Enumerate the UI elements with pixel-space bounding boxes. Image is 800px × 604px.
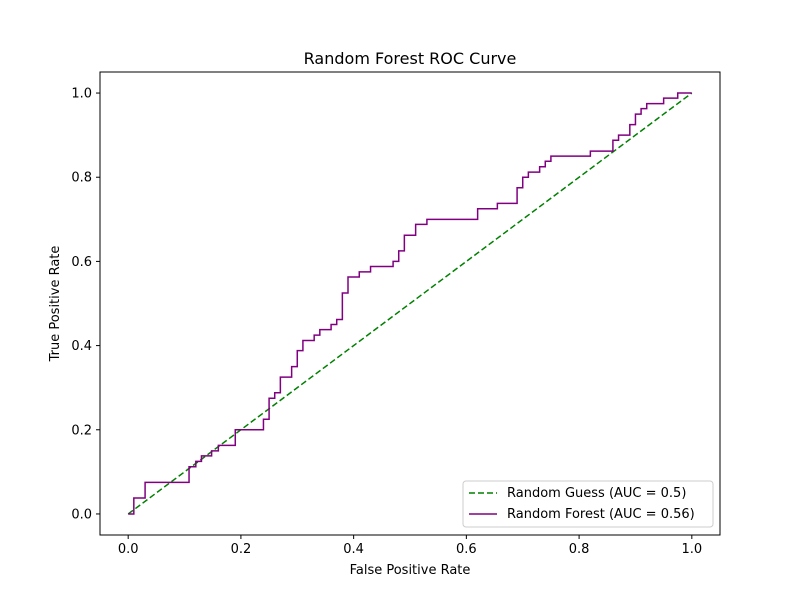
x-tick-label: 0.2 (231, 542, 252, 557)
legend-label-random-forest: Random Forest (AUC = 0.56) (507, 507, 695, 522)
series-line-random-guess (127, 92, 693, 515)
x-tick-label: 1.0 (681, 542, 702, 557)
plot-lines (127, 92, 693, 515)
y-tick-label: 0.2 (71, 423, 92, 438)
y-tick-label: 0.8 (71, 171, 92, 186)
x-tick-label: 0.4 (343, 542, 364, 557)
x-tick-label: 0.6 (456, 542, 477, 557)
y-axis-ticks: 0.0 0.2 0.4 0.6 0.8 1.0 (71, 87, 100, 522)
y-tick-label: 0.4 (71, 339, 92, 354)
x-tick-label: 0.8 (569, 542, 590, 557)
x-axis-label: False Positive Rate (350, 563, 471, 578)
y-tick-label: 0.0 (71, 507, 92, 522)
plot-frame (99, 71, 721, 536)
y-tick-label: 1.0 (71, 87, 92, 102)
legend: Random Guess (AUC = 0.5) Random Forest (… (462, 480, 714, 528)
y-tick-label: 0.6 (71, 255, 92, 270)
chart-title: Random Forest ROC Curve (304, 49, 517, 68)
legend-box (462, 480, 714, 528)
y-axis-label: True Positive Rate (48, 246, 63, 363)
x-axis-ticks: 0.0 0.2 0.4 0.6 0.8 1.0 (118, 535, 702, 557)
x-tick-label: 0.0 (118, 542, 139, 557)
series-line-random-forest (128, 92, 692, 515)
legend-label-random-guess: Random Guess (AUC = 0.5) (507, 486, 686, 501)
